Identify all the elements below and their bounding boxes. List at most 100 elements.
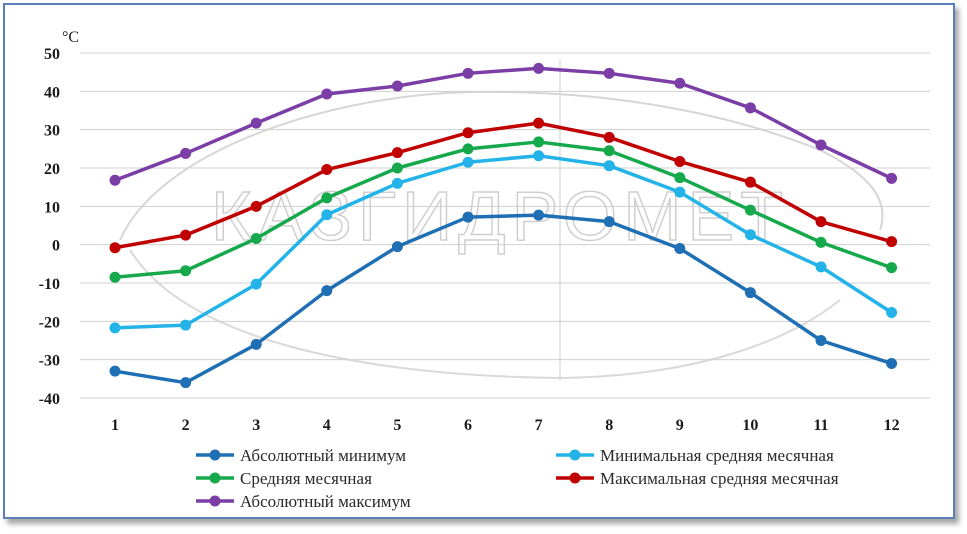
- legend-label: Максимальная средняя месячная: [600, 469, 839, 488]
- x-tick-label: 11: [813, 417, 828, 434]
- y-tick-label: 40: [44, 84, 60, 101]
- data-point: [603, 67, 615, 79]
- y-tick-label: -30: [39, 353, 60, 370]
- legend: Абсолютный минимум Минимальная средняя ме…: [196, 446, 839, 511]
- data-point: [603, 160, 615, 172]
- x-tick-label: 10: [742, 417, 758, 434]
- legend-item: Абсолютный минимум: [196, 446, 406, 465]
- legend-item: Максимальная средняя месячная: [556, 469, 839, 488]
- legend-label: Абсолютный минимум: [240, 446, 406, 465]
- y-tick-label: -40: [39, 391, 60, 408]
- data-point: [603, 216, 615, 228]
- chart-frame: [3, 3, 955, 519]
- legend-marker: [209, 449, 221, 461]
- legend-label: Средняя месячная: [240, 469, 372, 488]
- y-tick-label: 0: [52, 238, 60, 255]
- data-point: [180, 265, 192, 277]
- legend-item: Абсолютный максимум: [196, 492, 411, 511]
- data-point: [321, 192, 333, 204]
- data-point: [180, 147, 192, 159]
- y-tick-label: -20: [39, 314, 60, 331]
- data-point: [533, 150, 545, 162]
- data-point: [250, 233, 262, 245]
- data-point: [462, 127, 474, 139]
- x-axis: 1 2 3 4 5 6 7 8 9 10 11 12: [111, 417, 900, 434]
- legend-marker: [569, 449, 581, 461]
- data-point: [321, 285, 333, 297]
- data-point: [815, 236, 827, 248]
- x-tick-label: 8: [605, 417, 613, 434]
- data-point: [180, 319, 192, 331]
- legend-item: Минимальная средняя месячная: [556, 446, 834, 465]
- series-line: [114, 213, 893, 385]
- series-line: [114, 153, 893, 330]
- data-point: [886, 236, 898, 248]
- data-point: [462, 143, 474, 155]
- data-point: [674, 243, 686, 254]
- legend-marker: [209, 495, 221, 507]
- data-point: [744, 102, 756, 114]
- data-point: [674, 172, 686, 184]
- x-tick-label: 5: [393, 417, 401, 434]
- data-point: [533, 136, 545, 148]
- data-point: [886, 262, 898, 274]
- y-tick-label: 10: [44, 199, 60, 216]
- data-point: [674, 155, 686, 167]
- data-point: [321, 88, 333, 100]
- data-point: [744, 176, 756, 188]
- data-point: [109, 365, 121, 377]
- y-tick-label: 20: [44, 161, 60, 178]
- legend-marker: [209, 472, 221, 484]
- y-tick-label: -10: [39, 276, 60, 293]
- data-point: [250, 117, 262, 129]
- data-point: [391, 177, 403, 189]
- data-point: [462, 211, 474, 223]
- y-tick-label: 50: [44, 46, 60, 63]
- x-tick-label: 3: [252, 417, 260, 434]
- x-tick-label: 12: [884, 417, 900, 434]
- data-point: [603, 145, 615, 157]
- series-line: [114, 66, 893, 182]
- x-tick-label: 1: [111, 417, 119, 434]
- legend-item: Средняя месячная: [196, 469, 372, 488]
- data-point: [109, 174, 121, 186]
- series: [109, 150, 898, 334]
- data-point: [391, 162, 403, 174]
- legend-label: Минимальная средняя месячная: [600, 446, 834, 465]
- x-tick-label: 6: [464, 417, 472, 434]
- data-point: [744, 287, 756, 299]
- y-axis: 50 40 30 20 10 0 -10 -20 -30 -40: [39, 46, 60, 408]
- legend-label: Абсолютный максимум: [240, 492, 411, 511]
- data-point: [674, 186, 686, 198]
- data-point: [815, 261, 827, 273]
- series-line: [114, 140, 893, 279]
- data-point: [533, 117, 545, 129]
- data-point: [815, 216, 827, 228]
- data-point: [603, 131, 615, 143]
- x-tick-label: 4: [323, 417, 331, 434]
- data-point: [533, 209, 545, 221]
- data-point: [886, 307, 898, 319]
- data-point: [391, 147, 403, 159]
- data-point: [391, 80, 403, 92]
- data-point: [815, 139, 827, 151]
- series-group: [109, 62, 898, 389]
- x-tick-label: 9: [676, 417, 684, 434]
- legend-marker: [569, 472, 581, 484]
- x-tick-label: 2: [182, 417, 190, 434]
- data-point: [886, 172, 898, 184]
- series: [109, 117, 898, 254]
- series: [109, 62, 898, 186]
- data-point: [462, 156, 474, 168]
- data-point: [250, 338, 262, 350]
- data-point: [744, 229, 756, 241]
- data-point: [674, 77, 686, 89]
- data-point: [180, 377, 192, 389]
- data-point: [180, 229, 192, 241]
- data-point: [250, 200, 262, 212]
- data-point: [462, 67, 474, 79]
- data-point: [744, 204, 756, 216]
- data-point: [109, 322, 121, 334]
- watermark-arc: [129, 249, 841, 380]
